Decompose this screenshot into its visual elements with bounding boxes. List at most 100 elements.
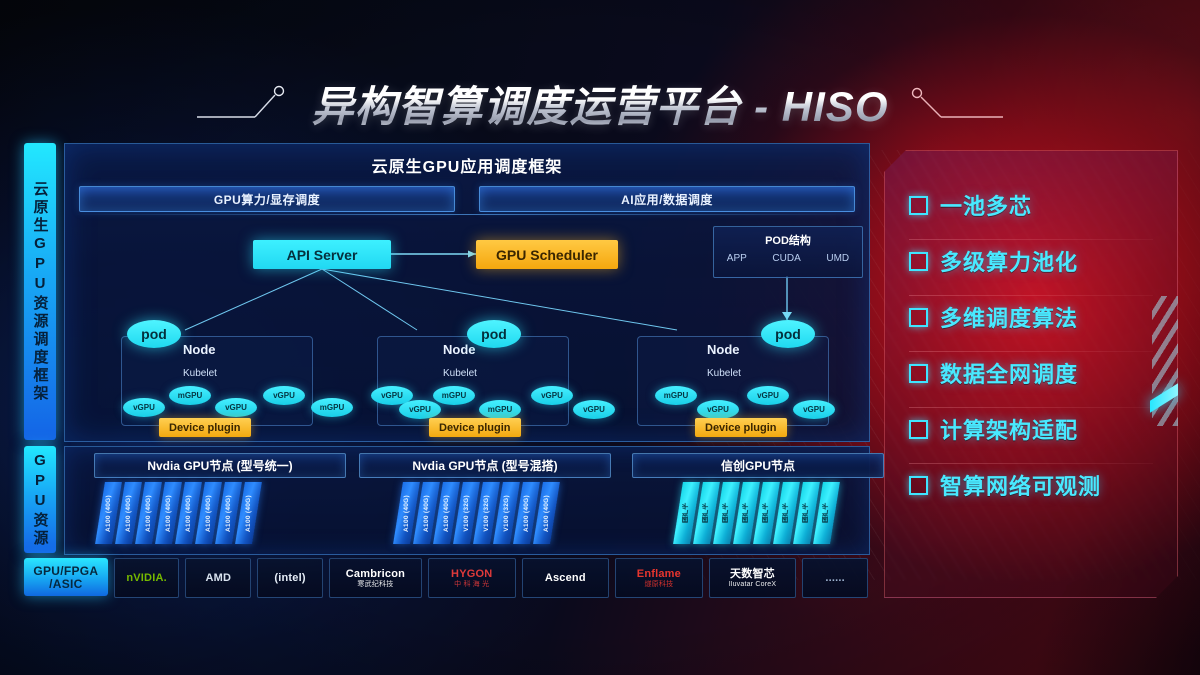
gpu-card-label: A100 (40G) <box>423 494 430 532</box>
side-tab-cloud-native: 云原生GPU资源调度框架 <box>24 143 56 440</box>
gpu-bubble-vgpu[interactable]: vGPU <box>697 400 739 419</box>
node-label: Node <box>443 342 476 357</box>
feature-list: 一池多芯多级算力池化多维调度算法数据全网调度 计算架构适配智算网络可观测 <box>885 151 1177 597</box>
feature-item[interactable]: 智算网络可观测 <box>909 457 1177 513</box>
checkbox-icon[interactable] <box>909 364 928 383</box>
vendor-tag-line-1: GPU/FPGA <box>33 563 99 578</box>
feature-item[interactable]: 计算架构适配 <box>909 401 1177 457</box>
gpu-scheduler-node[interactable]: GPU Scheduler <box>476 240 618 269</box>
pod-bubble[interactable]: pod <box>467 320 521 348</box>
vendor-category-tag: GPU/FPGA /ASIC <box>24 558 108 596</box>
gpu-bubble-vgpu[interactable]: vGPU <box>399 400 441 419</box>
gpu-bubble-vgpu[interactable]: vGPU <box>531 386 573 405</box>
pod-structure-box: POD结构 APP CUDA UMD <box>713 226 863 278</box>
vendor-logo-row: GPU/FPGA /ASIC nVIDIA. AMD (intel) Cambrico… <box>24 558 868 598</box>
device-plugin[interactable]: Device plugin <box>159 418 251 437</box>
vendor-logo-name: nVIDIA. <box>126 572 167 584</box>
gpu-card-label: 国产卡 <box>702 502 710 524</box>
panel-divider <box>73 214 861 215</box>
vendor-logo-cell[interactable]: ...... <box>802 558 868 598</box>
vendor-logo-cell[interactable]: HYGON 中 科 海 光 <box>427 558 516 598</box>
gpu-bubble-vgpu[interactable]: vGPU <box>123 398 165 417</box>
vendor-logo-subtitle: 中 科 海 光 <box>454 580 490 588</box>
checkbox-icon[interactable] <box>909 308 928 327</box>
framework-title: 云原生GPU应用调度框架 <box>371 159 563 176</box>
node-label: Node <box>183 342 216 357</box>
title-bar: 异构智算调度运营平台 - HISO <box>0 72 1200 134</box>
gpu-card-label: 国产卡 <box>742 502 750 524</box>
gpu-bubble-mgpu[interactable]: mGPU <box>311 398 353 417</box>
feature-label: 智算网络可观测 <box>940 474 1102 499</box>
vendor-logo-cell[interactable]: (intel) <box>257 558 323 598</box>
side-tab-label: GPU资源 <box>31 451 49 548</box>
feature-separator <box>909 295 1153 296</box>
feature-label: 多维调度算法 <box>940 306 1079 331</box>
side-tab-gpu-resource: GPU资源 <box>24 446 56 553</box>
device-plugin[interactable]: Device plugin <box>695 418 787 437</box>
title-left-decor-icon <box>197 85 285 118</box>
gpu-card-label: A100 (40G) <box>185 494 192 532</box>
checkbox-icon[interactable] <box>909 476 928 495</box>
gpu-card-strip-1: A100 (40G) A100 (40G) A100 (40G) A100 (40G)… <box>95 482 262 544</box>
gpu-bubble-vgpu[interactable]: vGPU <box>215 398 257 417</box>
api-server-node[interactable]: API Server <box>253 240 391 269</box>
vendor-logo-cell[interactable]: Cambricon 寒武纪科技 <box>328 558 422 598</box>
scheduling-bar-ai[interactable]: AI应用/数据调度 <box>479 186 855 212</box>
feature-panel: 一池多芯多级算力池化多维调度算法数据全网调度 计算架构适配智算网络可观测 <box>884 150 1178 598</box>
gpu-bubble-mgpu[interactable]: mGPU <box>169 386 211 405</box>
vendor-logo-name: (intel) <box>274 572 306 584</box>
gpu-bubble-mgpu[interactable]: mGPU <box>479 400 521 419</box>
feature-item[interactable]: 一池多芯 <box>909 177 1177 233</box>
feature-label: 一池多芯 <box>940 194 1033 219</box>
feature-item[interactable]: 数据全网调度 <box>909 345 1177 401</box>
gpu-card-strip-3: 国产卡 国产卡 国产卡 国产卡 国产卡 国产卡 国产卡 国产卡 <box>673 482 840 544</box>
node-label: Node <box>707 342 740 357</box>
vendor-logo-cell[interactable]: nVIDIA. <box>113 558 180 598</box>
node-group-2: Node Kubelet pod vGPU mGPU vGPU mGPU vGP… <box>371 320 615 437</box>
vendor-logo-cell[interactable]: Enflame 燧原科技 <box>615 558 703 598</box>
gpu-node-header-3[interactable]: 信创GPU节点 <box>632 453 884 478</box>
checkbox-icon[interactable] <box>909 196 928 215</box>
scheduling-bar-gpu[interactable]: GPU算力/显存调度 <box>79 186 455 212</box>
vendor-logo-name: 天数智芯 <box>730 567 775 580</box>
gpu-bubble-mgpu[interactable]: mGPU <box>433 386 475 405</box>
gpu-card-label: A100 (40G) <box>245 494 252 532</box>
gpu-card-label: V100 (32G) <box>503 494 511 532</box>
kubelet-label: Kubelet <box>707 368 741 379</box>
gpu-bubble-vgpu[interactable]: vGPU <box>573 400 615 419</box>
kubelet-label: Kubelet <box>443 368 477 379</box>
vendor-logo-name: Enflame <box>636 567 681 580</box>
feature-item[interactable]: 多级算力池化 <box>909 233 1177 289</box>
side-tab-label: 云原生GPU资源调度框架 <box>31 180 49 403</box>
gpu-card-strip-2: A100 (40G) A100 (40G) A100 (40G) V100 (32G)… <box>393 482 560 544</box>
gpu-bubble-vgpu[interactable]: vGPU <box>371 386 413 405</box>
device-plugin[interactable]: Device plugin <box>429 418 521 437</box>
checkbox-icon[interactable] <box>909 252 928 271</box>
gpu-card-label: A100 (40G) <box>443 494 450 532</box>
pod-bubble[interactable]: pod <box>761 320 815 348</box>
feature-separator <box>909 407 1153 408</box>
gpu-card-label: 国产卡 <box>802 502 810 524</box>
pod-bubble[interactable]: pod <box>127 320 181 348</box>
vendor-logo-name: Cambricon <box>345 567 406 580</box>
gpu-bubble-mgpu[interactable]: mGPU <box>655 386 697 405</box>
gpu-bubble-vgpu[interactable]: vGPU <box>263 386 305 405</box>
vendor-logo-cell[interactable]: 天数智芯 Iluvatar CoreX <box>708 558 797 598</box>
gpu-card-label: A100 (40G) <box>165 494 172 532</box>
gpu-card-label: 国产卡 <box>722 502 730 524</box>
gpu-bubble-vgpu[interactable]: vGPU <box>793 400 835 419</box>
gpu-card-label: A100 (40G) <box>225 494 232 532</box>
vendor-logo-cell[interactable]: AMD <box>185 558 252 598</box>
checkbox-icon[interactable] <box>909 420 928 439</box>
feature-item[interactable]: 多维调度算法 <box>909 289 1177 345</box>
gpu-card-label: A100 (40G) <box>403 494 410 532</box>
feature-separator <box>909 351 1153 352</box>
scheduling-bar-row: GPU算力/显存调度 AI应用/数据调度 <box>65 177 869 212</box>
gpu-node-header-1[interactable]: Nvdia GPU节点 (型号统一) <box>94 453 346 478</box>
vendor-logo-name: AMD <box>205 572 232 584</box>
gpu-card-label: A100 (40G) <box>523 494 530 532</box>
gpu-node-header-2[interactable]: Nvdia GPU节点 (型号混搭) <box>359 453 611 478</box>
gpu-card-label: V100 (32G) <box>463 494 471 532</box>
vendor-logo-cell[interactable]: Ascend <box>521 558 610 598</box>
gpu-bubble-vgpu[interactable]: vGPU <box>747 386 789 405</box>
